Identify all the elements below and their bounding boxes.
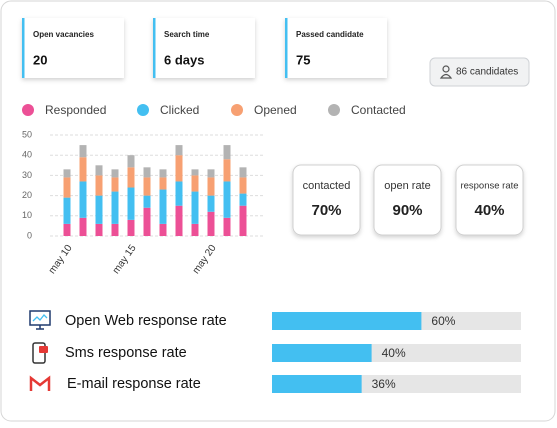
legend-swatch [137,104,149,116]
legend-label: Opened [254,103,297,117]
rate-card [455,164,524,236]
y-tick-label: 40 [22,150,32,160]
y-tick-label: 20 [22,190,32,200]
legend-swatch [231,104,243,116]
stat-label: Search time [164,30,210,39]
bar-segment [207,177,215,196]
legend-label: Clicked [160,103,199,117]
bar-segment [127,155,135,168]
rate-value: 40% [474,202,504,219]
y-tick-label: 10 [22,210,32,220]
progress-bar [272,312,422,330]
bar-segment [111,191,119,224]
bar-segment [63,197,71,224]
bar-segment [95,195,103,224]
progress-bar [272,375,362,393]
bar-segment [143,167,151,178]
bar-segment [223,145,231,160]
y-tick-label: 30 [22,170,32,180]
rate-label: response rate [460,181,518,192]
row-label: E-mail response rate [67,376,201,392]
bar-segment [63,177,71,198]
bar-segment [63,169,71,178]
value-label: 60% [431,314,455,328]
bar-segment [127,167,135,188]
rate-value: 70% [311,202,341,219]
bar-segment [191,191,199,224]
bar-segment [207,195,215,212]
value-label: 36% [372,377,396,391]
bar-segment [159,169,167,178]
bar-segment [95,175,103,196]
bar-segment [239,177,247,194]
bar-segment [79,181,87,218]
icon-email [29,375,51,392]
bar-segment [143,177,151,196]
rate-card [373,164,442,236]
bar-segment [95,223,103,236]
y-tick-label: 0 [27,230,32,240]
progress-bar [272,344,372,362]
legend-swatch [328,104,340,116]
bar-segment [175,181,183,206]
bar-segment [175,155,183,182]
bar-segment [95,165,103,176]
icon-web [29,310,51,330]
bar-segment [239,193,247,206]
bar-segment [239,205,247,236]
rate-label: contacted [303,180,351,192]
bar-segment [223,181,231,218]
rate-value: 90% [392,202,422,219]
bar-segment [143,207,151,236]
bar-segment [79,157,87,182]
stat-card [22,18,124,78]
bar-segment [207,211,215,236]
bar-segment [159,177,167,190]
bar-segment [143,195,151,208]
stat-label: Open vacancies [33,30,94,39]
bar-segment [175,205,183,236]
bar-segment [159,189,167,224]
legend-label: Responded [45,103,106,117]
row-label: Open Web response rate [65,313,227,329]
rate-card [292,164,361,236]
bar-segment [191,223,199,236]
button-label[interactable]: 86 candidates [456,67,518,78]
stat-value: 6 days [164,52,204,67]
stat-accent [22,18,25,78]
bar-segment [79,145,87,158]
stat-value: 20 [33,52,47,67]
y-tick-label: 50 [22,129,32,139]
row-label: Sms response rate [65,345,187,361]
candidates-button[interactable]: 86 candidates [429,57,530,87]
rate-label: open rate [384,180,430,192]
bar-segment [127,187,135,220]
bar-segment [63,223,71,236]
bar-segment [175,145,183,156]
bar-segment [159,223,167,236]
stat-label: Passed candidate [296,30,364,39]
stat-card [153,18,255,78]
legend-swatch [22,104,34,116]
stat-value: 75 [296,52,310,67]
stat-card [285,18,387,78]
legend-label: Contacted [351,103,406,117]
value-label: 40% [382,346,406,360]
bar-segment [79,217,87,236]
bar-segment [111,169,119,178]
bar-segment [239,167,247,178]
bar-segment [191,175,199,192]
bar-segment [111,177,119,192]
stat-accent [153,18,156,78]
stat-accent [285,18,288,78]
bar-segment [111,223,119,236]
bar-segment [127,219,135,236]
bar-segment [223,217,231,236]
bar-segment [223,159,231,182]
bar-segment [207,169,215,178]
icon-sms [32,342,48,364]
bar-segment [191,169,199,176]
